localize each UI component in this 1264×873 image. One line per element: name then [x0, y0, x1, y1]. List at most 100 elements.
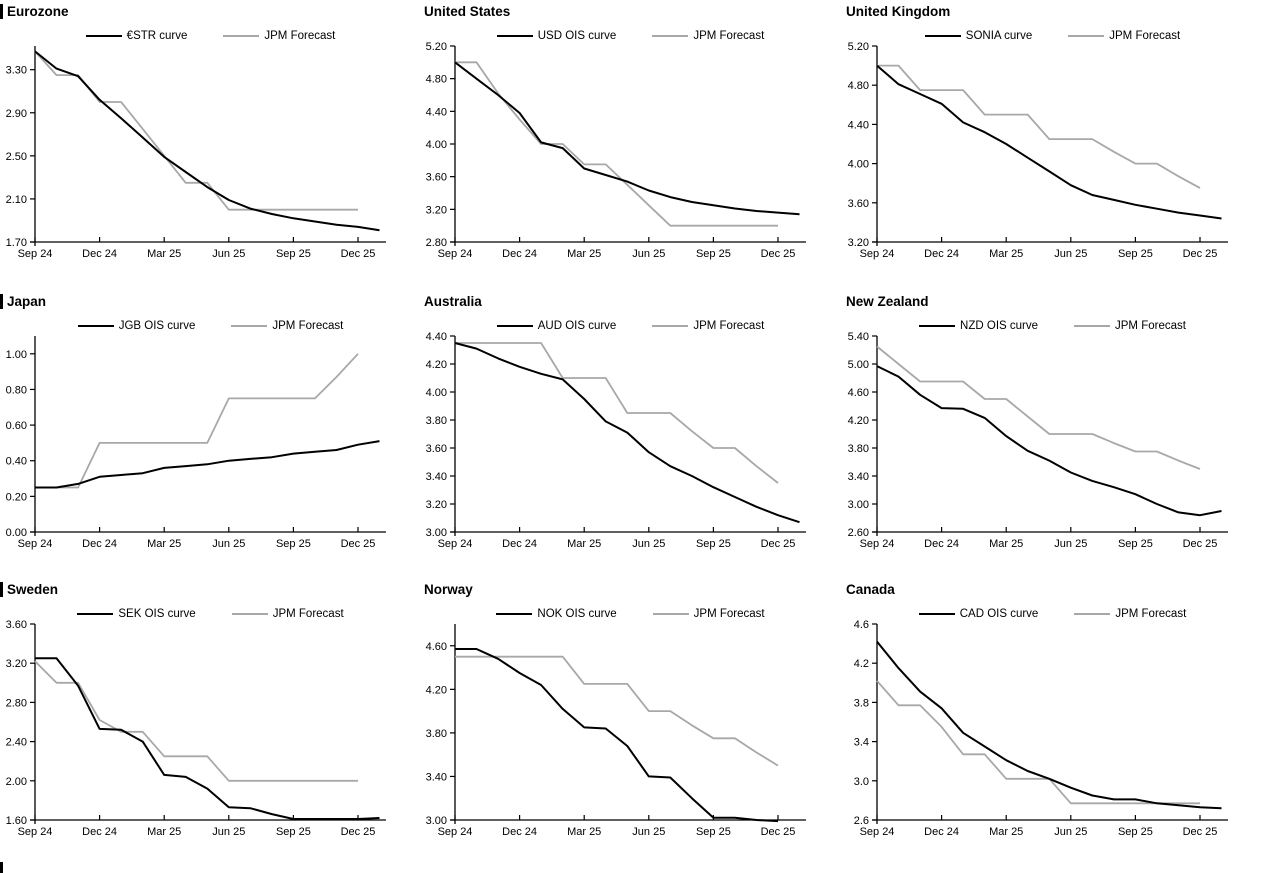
svg-text:4.60: 4.60 [848, 387, 869, 399]
svg-text:Jun 25: Jun 25 [632, 248, 665, 260]
plot-area: CAD OIS curve JPM Forecast 4.6 4.2 3.8 3.4 3… [842, 598, 1263, 862]
svg-text:3.20: 3.20 [426, 204, 447, 216]
svg-text:3.00: 3.00 [426, 527, 447, 539]
svg-text:3.4: 3.4 [854, 737, 869, 749]
svg-text:4.20: 4.20 [426, 684, 447, 696]
svg-text:0.00: 0.00 [6, 527, 27, 539]
svg-text:Sep 25: Sep 25 [696, 826, 731, 838]
svg-text:Dec 24: Dec 24 [924, 538, 959, 550]
svg-text:Mar 25: Mar 25 [147, 826, 181, 838]
panel-header: Norway [420, 580, 842, 598]
svg-text:Dec 25: Dec 25 [761, 248, 796, 260]
svg-text:1.60: 1.60 [6, 815, 27, 827]
svg-text:3.60: 3.60 [848, 198, 869, 210]
svg-text:3.00: 3.00 [426, 815, 447, 827]
svg-text:Sep 25: Sep 25 [1118, 248, 1153, 260]
svg-text:5.20: 5.20 [848, 41, 869, 53]
chart-title: New Zealand [846, 293, 929, 309]
svg-text:Dec 25: Dec 25 [1183, 538, 1218, 550]
svg-text:Mar 25: Mar 25 [567, 538, 601, 550]
svg-text:0.80: 0.80 [6, 384, 27, 396]
svg-text:0.40: 0.40 [6, 456, 27, 468]
plot-area: NOK OIS curve JPM Forecast 4.60 4.20 3.80 3… [420, 598, 841, 862]
svg-text:Jun 25: Jun 25 [212, 248, 245, 260]
svg-text:5.40: 5.40 [848, 331, 869, 343]
chart-panel-eurozone: Eurozone €STR curve JPM Forecast 3.30 2.9… [0, 0, 420, 290]
svg-text:2.00: 2.00 [6, 776, 27, 788]
svg-text:Dec 24: Dec 24 [924, 248, 959, 260]
svg-text:3.80: 3.80 [426, 415, 447, 427]
svg-text:Dec 24: Dec 24 [502, 826, 537, 838]
svg-text:Dec 24: Dec 24 [502, 248, 537, 260]
svg-text:Mar 25: Mar 25 [567, 826, 601, 838]
svg-text:1.70: 1.70 [6, 237, 27, 249]
svg-text:Jun 25: Jun 25 [212, 826, 245, 838]
svg-text:Dec 25: Dec 25 [761, 538, 796, 550]
svg-text:Mar 25: Mar 25 [147, 248, 181, 260]
svg-text:Mar 25: Mar 25 [989, 248, 1023, 260]
svg-text:3.00: 3.00 [848, 499, 869, 511]
svg-text:Dec 25: Dec 25 [1183, 826, 1218, 838]
svg-text:Sep 24: Sep 24 [438, 538, 473, 550]
plot-area: NZD OIS curve JPM Forecast 5.40 5.00 4.60 4… [842, 310, 1263, 574]
svg-text:4.20: 4.20 [426, 359, 447, 371]
svg-text:1.00: 1.00 [6, 349, 27, 361]
chart-panel-sweden: Sweden SEK OIS curve JPM Forecast 3.60 3.… [0, 578, 420, 873]
svg-text:Sep 25: Sep 25 [696, 248, 731, 260]
svg-text:Dec 25: Dec 25 [761, 826, 796, 838]
chart-panel-canada: Canada CAD OIS curve JPM Forecast 4.6 4.2… [842, 578, 1264, 873]
section-marker-bar [0, 581, 3, 597]
plot-area: SONIA curve JPM Forecast 5.20 4.80 4.40 4.0… [842, 20, 1263, 284]
panel-header: Canada [842, 580, 1264, 598]
chart-title: Australia [424, 293, 482, 309]
svg-text:Sep 25: Sep 25 [1118, 538, 1153, 550]
plot-area: USD OIS curve JPM Forecast 5.20 4.80 4.40 4… [420, 20, 841, 284]
svg-text:Jun 25: Jun 25 [1054, 538, 1087, 550]
svg-text:Mar 25: Mar 25 [989, 826, 1023, 838]
panel-header: United Kingdom [842, 2, 1264, 20]
panel-header: New Zealand [842, 292, 1264, 310]
svg-text:4.80: 4.80 [848, 80, 869, 92]
svg-text:Sep 25: Sep 25 [696, 538, 731, 550]
plot-area: SEK OIS curve JPM Forecast 3.60 3.20 2.80 2… [0, 598, 421, 862]
svg-text:4.00: 4.00 [426, 139, 447, 151]
chart-title: Sweden [7, 581, 59, 597]
svg-text:Dec 24: Dec 24 [82, 248, 117, 260]
chart-title: Norway [424, 581, 473, 597]
chart-panel-japan: Japan JGB OIS curve JPM Forecast 1.00 0.8… [0, 290, 420, 578]
svg-text:2.50: 2.50 [6, 151, 27, 163]
svg-text:Sep 25: Sep 25 [1118, 826, 1153, 838]
svg-text:Jun 25: Jun 25 [632, 826, 665, 838]
plot-area: €STR curve JPM Forecast 3.30 2.90 2.50 2.10… [0, 20, 421, 284]
svg-text:4.20: 4.20 [848, 415, 869, 427]
svg-text:3.20: 3.20 [426, 499, 447, 511]
svg-text:Sep 24: Sep 24 [438, 248, 473, 260]
svg-text:4.00: 4.00 [848, 159, 869, 171]
svg-text:2.60: 2.60 [848, 527, 869, 539]
chart-panel-norway: Norway NOK OIS curve JPM Forecast 4.60 4.… [420, 578, 842, 873]
panel-header: Japan [0, 292, 420, 310]
svg-text:Sep 24: Sep 24 [860, 826, 895, 838]
chart-title: United States [424, 3, 511, 19]
svg-text:Dec 25: Dec 25 [341, 826, 376, 838]
svg-text:2.6: 2.6 [854, 815, 869, 827]
svg-text:Sep 25: Sep 25 [276, 826, 311, 838]
svg-text:2.90: 2.90 [6, 108, 27, 120]
svg-text:Dec 24: Dec 24 [502, 538, 537, 550]
svg-text:3.20: 3.20 [848, 237, 869, 249]
svg-text:4.60: 4.60 [426, 641, 447, 653]
svg-text:2.80: 2.80 [6, 697, 27, 709]
svg-text:Dec 25: Dec 25 [1183, 248, 1218, 260]
svg-text:3.60: 3.60 [6, 619, 27, 631]
panel-header: United States [420, 2, 842, 20]
panel-header: Eurozone [0, 2, 420, 20]
svg-text:4.40: 4.40 [848, 119, 869, 131]
svg-text:Dec 25: Dec 25 [341, 538, 376, 550]
chart-title: Canada [846, 581, 895, 597]
